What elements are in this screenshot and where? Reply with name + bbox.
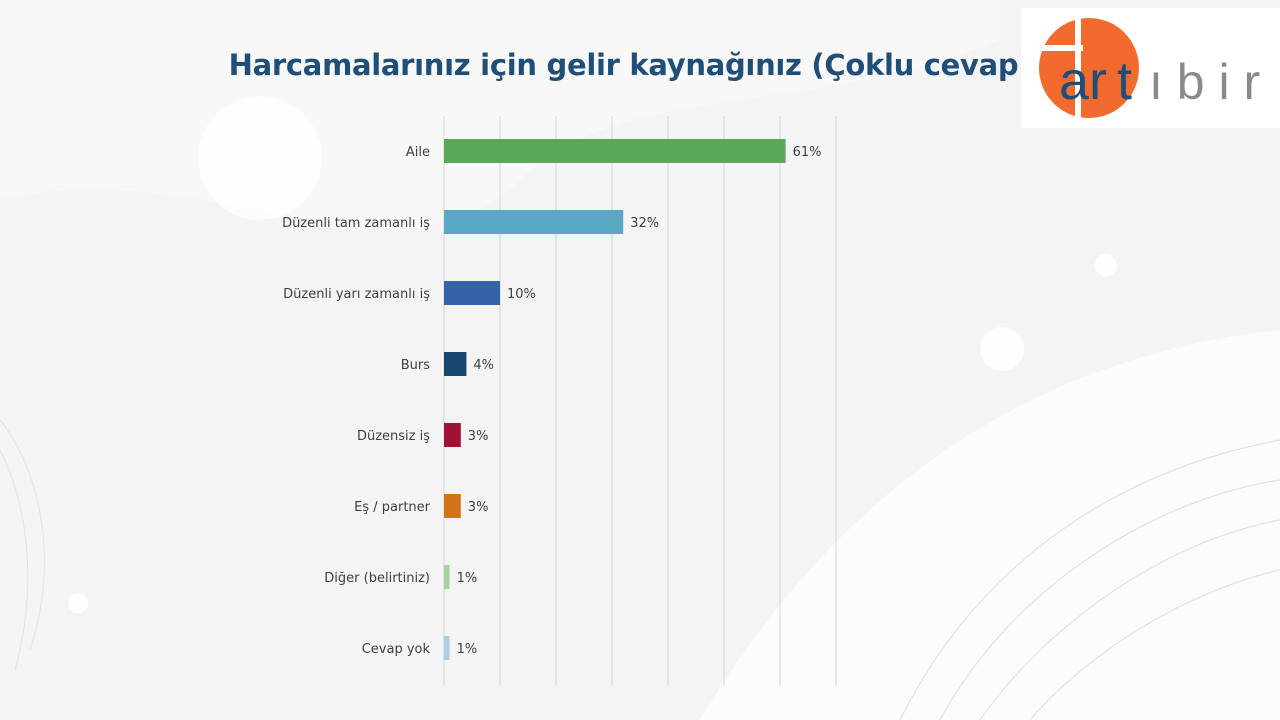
page-title: Harcamalarınız için gelir kaynağınız (Ço… [228,48,1032,82]
data-label: 4% [473,358,494,373]
category-label: Burs [401,358,431,373]
logo-text-ibir: ı b i r [1149,54,1260,110]
category-label: Eş / partner [354,500,431,515]
data-label: 3% [468,500,489,515]
bar [444,423,461,447]
artibir-logo: ar t ı b i r [1021,8,1280,128]
bar [444,565,450,589]
bar [444,352,467,376]
data-label: 10% [507,287,536,302]
data-label: 32% [630,216,659,231]
logo-text-t: t [1117,51,1132,111]
bar [444,494,461,518]
category-label: Aile [406,145,430,160]
bar [444,210,624,234]
bar [444,636,450,660]
category-label: Düzenli tam zamanlı iş [282,216,430,231]
category-label: Diğer (belirtiniz) [324,571,430,586]
data-label: 3% [468,429,489,444]
data-label: 61% [793,145,822,160]
data-label: 1% [457,571,478,586]
bar [444,281,500,305]
bar [444,139,786,163]
category-label: Cevap yok [362,642,431,657]
data-label: 1% [457,642,478,657]
logo-text-ar: ar [1059,51,1107,111]
category-label: Düzenli yarı zamanlı iş [283,287,430,302]
category-label: Düzensiz iş [357,429,430,444]
